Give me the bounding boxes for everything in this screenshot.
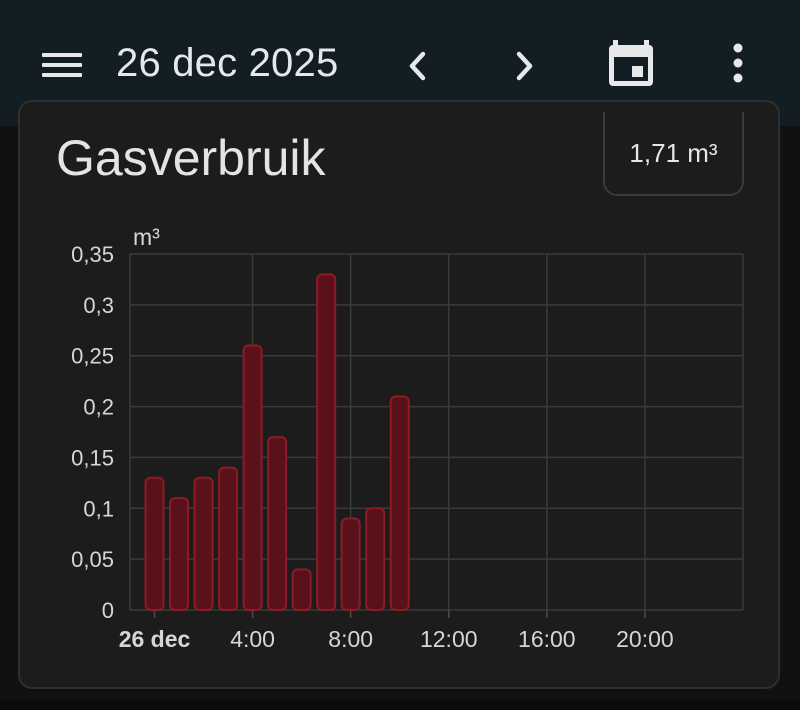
calendar-today-icon (609, 40, 653, 86)
next-day-button[interactable] (496, 38, 552, 94)
total-badge[interactable]: 1,71 m³ (603, 112, 744, 196)
card-title: Gasverbruik (56, 130, 326, 186)
menu-button[interactable] (32, 35, 92, 95)
menu-icon (42, 53, 82, 77)
more-vert-icon (733, 43, 743, 83)
bottom-edge (0, 700, 800, 710)
more-options-button[interactable] (708, 34, 768, 94)
total-value: 1,71 m³ (629, 138, 718, 168)
previous-day-button[interactable] (390, 38, 446, 94)
calendar-button[interactable] (601, 34, 661, 94)
chevron-left-icon (409, 51, 426, 81)
date-title[interactable]: 26 dec 2025 (116, 41, 339, 85)
chevron-right-icon (516, 51, 533, 81)
